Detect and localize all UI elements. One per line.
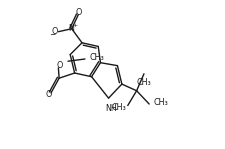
Text: O: O	[56, 61, 63, 70]
Text: CH₃: CH₃	[89, 53, 104, 62]
Text: CH₃: CH₃	[153, 98, 168, 107]
Text: NH: NH	[104, 104, 116, 113]
Text: O: O	[52, 27, 58, 36]
Text: N: N	[68, 24, 74, 33]
Text: O: O	[75, 8, 81, 17]
Text: CH₃: CH₃	[111, 103, 126, 112]
Text: +: +	[72, 23, 78, 28]
Text: CH₃: CH₃	[136, 78, 151, 87]
Text: O: O	[45, 90, 52, 99]
Text: −: −	[49, 30, 55, 39]
